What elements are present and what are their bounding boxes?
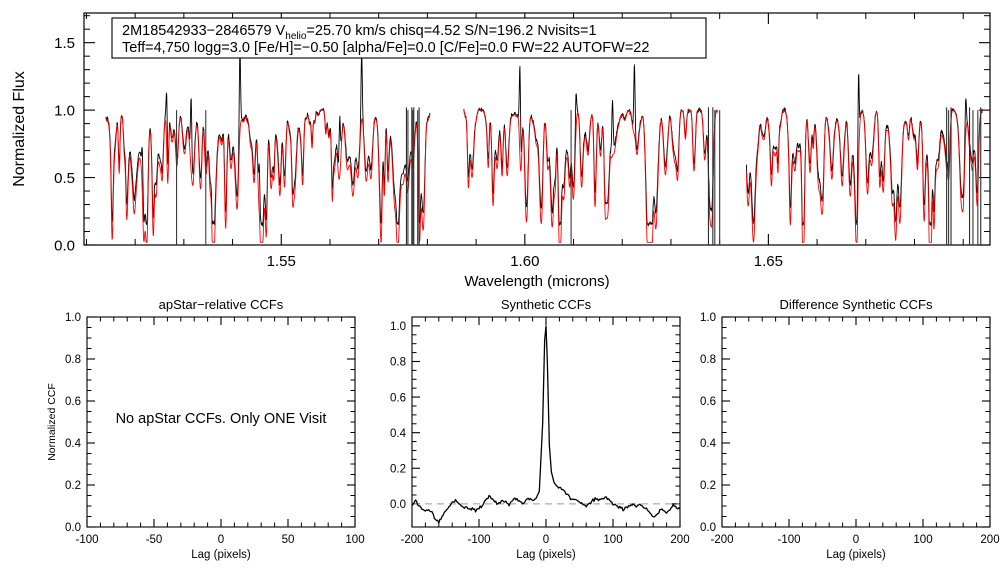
- y-tick-label: 1.0: [65, 312, 81, 324]
- x-tick-label: 1.55: [267, 253, 296, 270]
- y-tick-label: 0.0: [65, 522, 81, 534]
- y-tick-label: 1.0: [54, 103, 75, 120]
- header-line-1: 2M18542933−2846579 Vhelio=25.70 km/s chi…: [122, 23, 597, 42]
- x-tick-label: 0: [853, 534, 859, 546]
- y-tick-label: 0.4: [390, 428, 407, 440]
- y-tick-label: 0.2: [700, 480, 716, 492]
- ccf-panel-1: 0.0 0.2 0.4 0.6 0.8 1.0 -200 -100 0 100 200 Lag (pi…: [390, 297, 690, 561]
- panel-title: Synthetic CCFs: [501, 297, 592, 312]
- ccf-empty-message: No apStar CCFs. Only ONE Visit: [116, 411, 327, 427]
- x-axis-title: Wavelength (microns): [464, 273, 609, 290]
- x-axis-title: Lag (pixels): [516, 549, 576, 561]
- y-tick-label: 0.8: [390, 357, 406, 369]
- x-tick-label: -50: [146, 534, 163, 546]
- panel-title: Difference Synthetic CCFs: [780, 297, 933, 312]
- y-tick-label: 0.6: [65, 396, 81, 408]
- synthetic-spectrum-trace: [463, 109, 718, 243]
- y-tick-label: 0.8: [700, 354, 716, 366]
- y-tick-label: 0.0: [54, 238, 75, 255]
- y-tick-label: 0.2: [390, 463, 406, 475]
- y-tick-label: 0.4: [700, 438, 717, 450]
- y-tick-label: 0.6: [390, 392, 406, 404]
- spectrum-frame: [83, 12, 991, 246]
- x-tick-label: 0: [218, 534, 224, 546]
- x-tick-label: 50: [282, 534, 295, 546]
- x-tick-label: -100: [777, 534, 800, 546]
- y-tick-label: 0.2: [65, 480, 81, 492]
- y-axis-title: Normalized CCF: [46, 383, 58, 461]
- ccf-frame: [721, 316, 991, 528]
- header-box: [111, 17, 707, 59]
- y-tick-label: 1.0: [700, 312, 716, 324]
- y-tick-label: 0.4: [65, 438, 82, 450]
- y-tick-label: 0.0: [700, 522, 716, 534]
- x-tick-label: 100: [603, 534, 622, 546]
- x-tick-label: 1.65: [754, 253, 783, 270]
- y-tick-label: 0.5: [54, 170, 75, 187]
- x-tick-label: -200: [710, 534, 733, 546]
- y-tick-label: 0.0: [390, 499, 406, 511]
- observed-spectrum-trace: [746, 74, 984, 226]
- x-axis-title: Lag (pixels): [191, 549, 251, 561]
- synthetic-spectrum-trace: [746, 109, 984, 243]
- x-tick-label: 100: [913, 534, 932, 546]
- x-axis-title: Lag (pixels): [826, 549, 886, 561]
- x-tick-label: 100: [345, 534, 364, 546]
- x-tick-label: 200: [670, 534, 689, 546]
- y-tick-label: 0.8: [65, 354, 81, 366]
- ccf-panel-2: 0.0 0.2 0.4 0.6 0.8 1.0 -200 -100 0 100 200 Lag (pi…: [700, 297, 1000, 561]
- panel-title: apStar−relative CCFs: [159, 297, 284, 312]
- ccf-frame: [411, 316, 681, 528]
- x-tick-label: -100: [467, 534, 490, 546]
- y-tick-label: 1.0: [390, 321, 406, 333]
- spectrum-panel: 0.0 0.5 1.0 1.5 1.55 1.60 1.65 Wavelength (micr…: [11, 12, 991, 290]
- ccf-trace: [411, 325, 681, 524]
- y-tick-label: 1.5: [54, 35, 75, 52]
- y-tick-label: 0.6: [700, 396, 716, 408]
- header-line-2: Teff=4,750 logg=3.0 [Fe/H]=−0.50 [alpha/…: [122, 40, 649, 56]
- y-axis-title: Normalized Flux: [11, 71, 28, 187]
- ccf-panel-0: 0.0 0.2 0.4 0.6 0.8 1.0 -100 -50 0 50 100 Lag (pixe…: [46, 297, 365, 561]
- x-tick-label: -200: [400, 534, 423, 546]
- x-tick-label: 1.60: [510, 253, 539, 270]
- x-tick-label: 0: [543, 534, 549, 546]
- x-tick-label: -100: [75, 534, 98, 546]
- x-tick-label: 200: [980, 534, 999, 546]
- synthetic-spectrum-trace: [105, 109, 431, 243]
